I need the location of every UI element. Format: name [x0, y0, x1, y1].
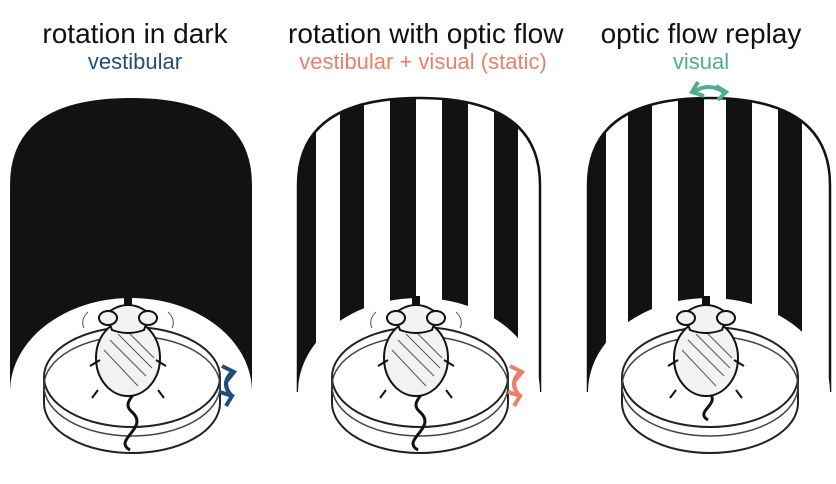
panel-optic-flow-replay: optic flow replay visual: [566, 0, 836, 484]
mouse-icon: [82, 296, 174, 452]
rotation-arrow-icon: [219, 364, 238, 408]
panel-rotation-with-optic-flow: rotation with optic flow vestibular + vi…: [288, 0, 564, 484]
rotation-arrow-icon: [689, 80, 730, 102]
panel-title: rotation with optic flow: [288, 18, 564, 49]
panel-subtitle: vestibular: [87, 49, 183, 74]
panel-subtitle: vestibular + visual (static): [299, 49, 547, 74]
scene-drum-dark: [10, 98, 252, 484]
rotation-arrow-icon: [507, 364, 526, 408]
mouse-icon: [370, 296, 462, 452]
panel-title: rotation in dark: [42, 18, 228, 49]
panel-subtitle: visual: [672, 49, 730, 74]
scene-drum-striped: [296, 96, 542, 484]
mouse-icon: [667, 296, 745, 422]
scene-drum-striped-replay: [586, 80, 832, 484]
drum-wall-icon: [296, 96, 542, 392]
panel-rotation-in-dark: rotation in dark vestibular: [0, 0, 270, 484]
panel-title: optic flow replay: [600, 18, 802, 49]
drum-wall-icon: [586, 96, 832, 392]
